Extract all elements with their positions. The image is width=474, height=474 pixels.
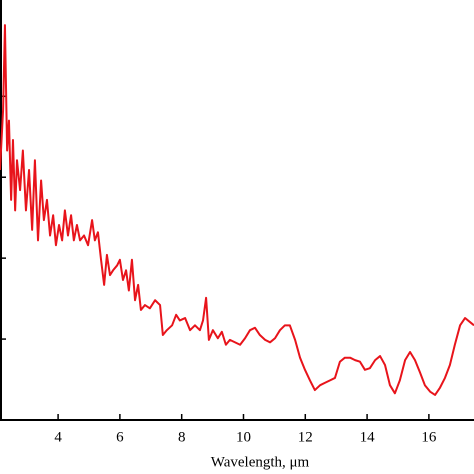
- x-tick-label: 10: [236, 429, 251, 445]
- x-tick-label: 16: [421, 429, 437, 445]
- x-tick-label: 8: [178, 429, 186, 445]
- x-tick-label: 6: [116, 429, 124, 445]
- x-tick-label: 12: [298, 429, 313, 445]
- x-tick-label: 4: [54, 429, 62, 445]
- x-tick-label: 14: [360, 429, 376, 445]
- x-axis-label: Wavelength, μm: [211, 454, 310, 470]
- data-line: [0, 24, 474, 396]
